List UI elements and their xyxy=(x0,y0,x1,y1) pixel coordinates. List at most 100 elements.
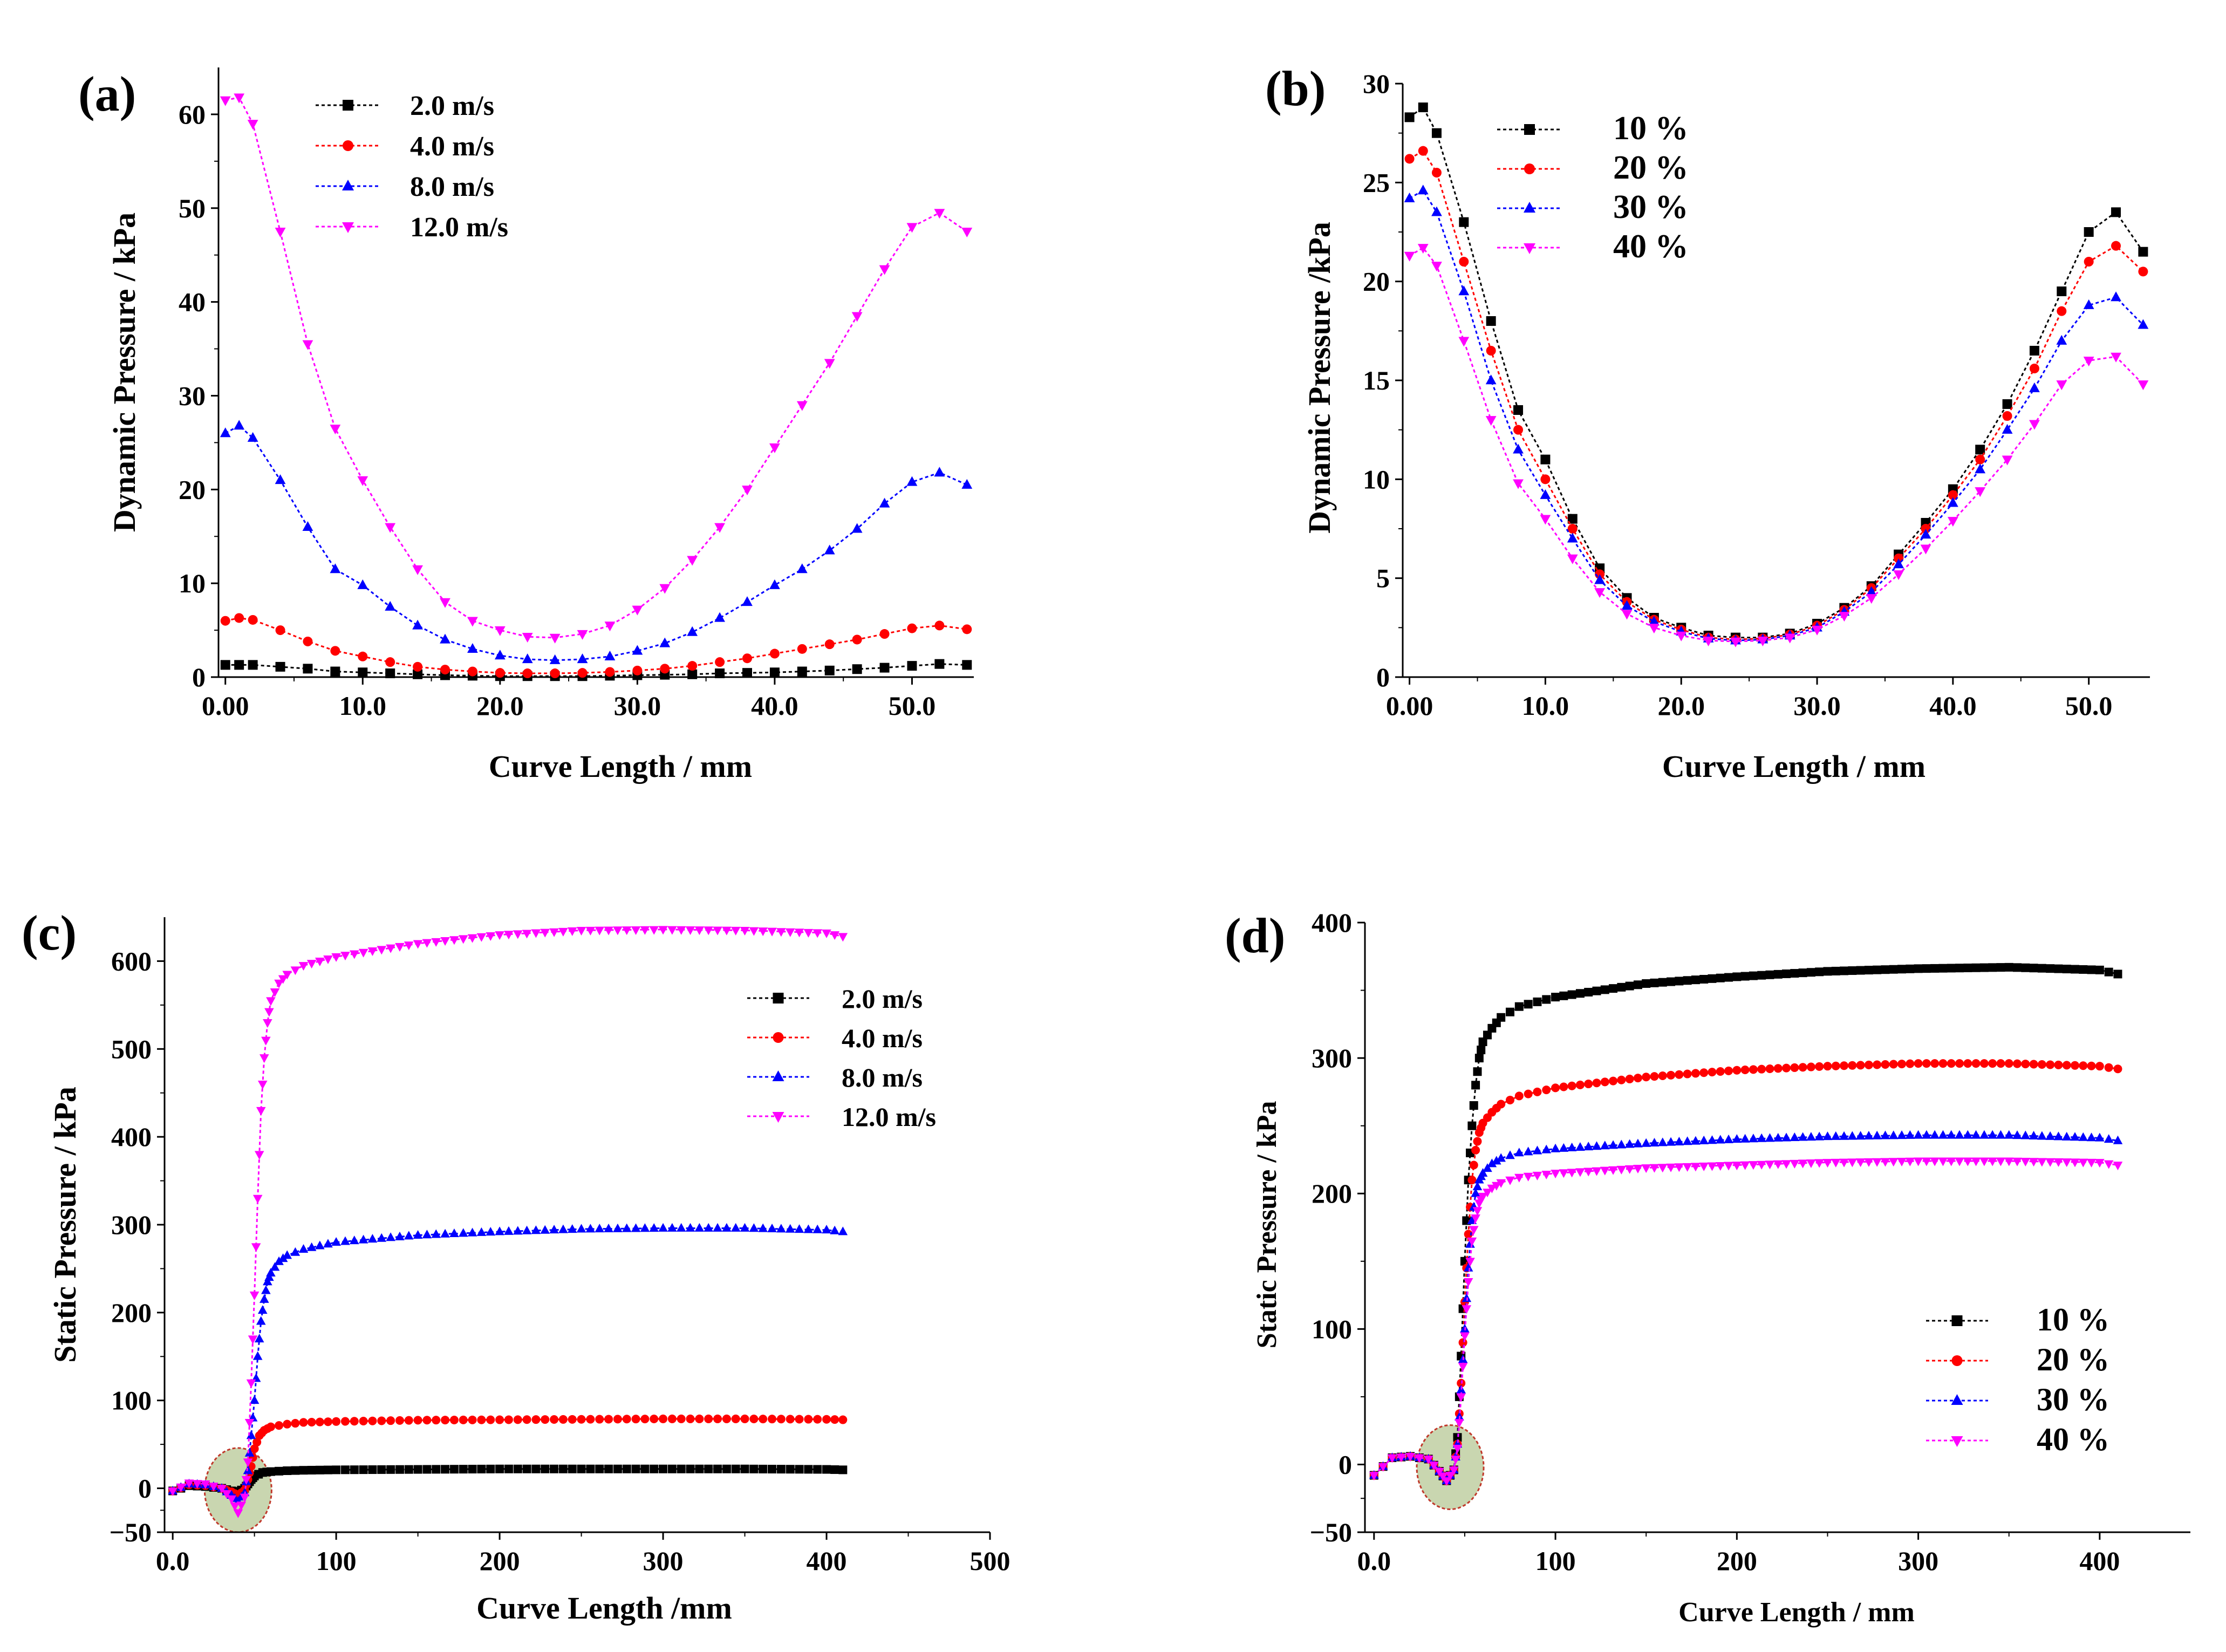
data-point xyxy=(2062,1061,2071,1070)
data-point xyxy=(340,952,350,961)
data-point xyxy=(2070,1158,2080,1168)
data-point xyxy=(486,932,496,941)
data-point xyxy=(704,1464,713,1473)
data-point xyxy=(962,624,972,634)
data-point xyxy=(2071,1061,2080,1070)
data-point xyxy=(613,1464,622,1473)
x-tick-label: 40.0 xyxy=(1929,691,1977,721)
data-point xyxy=(1418,103,1428,112)
data-point xyxy=(377,1416,386,1425)
data-point xyxy=(730,926,741,936)
data-point xyxy=(1650,978,1659,987)
data-point xyxy=(1621,600,1633,610)
data-point xyxy=(1404,112,1415,122)
data-point xyxy=(1473,1137,1482,1146)
data-point xyxy=(2029,420,2040,430)
data-point xyxy=(476,1227,487,1236)
data-point xyxy=(577,668,588,678)
data-point xyxy=(1806,968,1815,977)
data-point xyxy=(640,1223,650,1232)
data-point xyxy=(1505,1150,1515,1159)
data-point xyxy=(467,666,477,677)
data-point xyxy=(2029,964,2038,973)
data-point xyxy=(1650,1072,1659,1081)
legend-marker xyxy=(1524,163,1535,174)
series-10 xyxy=(1404,103,2148,643)
data-point xyxy=(247,432,258,442)
data-point xyxy=(256,1107,266,1116)
x-tick-label: 0.00 xyxy=(1386,691,1433,721)
data-point xyxy=(758,1223,768,1232)
data-point xyxy=(667,926,677,935)
data-point xyxy=(595,1224,605,1233)
data-point xyxy=(495,1226,504,1235)
data-point xyxy=(704,1414,713,1423)
data-point xyxy=(824,544,835,555)
data-point xyxy=(822,1225,831,1234)
data-point xyxy=(1765,970,1774,979)
data-point xyxy=(1988,963,1997,972)
data-point xyxy=(1683,1069,1692,1078)
data-point xyxy=(184,1479,194,1489)
data-point xyxy=(1456,1393,1466,1402)
data-point xyxy=(731,1414,740,1423)
data-point xyxy=(1749,971,1758,980)
data-point xyxy=(749,1464,759,1473)
data-point xyxy=(1812,625,1822,636)
data-point xyxy=(879,629,890,639)
data-point xyxy=(622,926,632,936)
data-point xyxy=(2104,1063,2113,1072)
x-tick-label: 30.0 xyxy=(1793,691,1841,721)
data-point xyxy=(1856,966,1865,975)
data-point xyxy=(377,1233,387,1242)
data-point xyxy=(1567,1081,1576,1090)
data-point xyxy=(838,933,848,942)
data-point xyxy=(1955,1157,1964,1166)
data-point xyxy=(248,1335,258,1344)
data-point xyxy=(1749,1134,1758,1143)
y-axis-label: Dynamic Pressure /kPa xyxy=(1302,222,1337,534)
data-point xyxy=(687,669,698,679)
data-point xyxy=(1485,374,1497,385)
data-point xyxy=(1682,1163,1692,1172)
data-point xyxy=(2012,1157,2022,1166)
data-point xyxy=(2095,1159,2105,1168)
data-point xyxy=(650,1415,659,1424)
data-point xyxy=(1920,544,1931,555)
data-point xyxy=(1781,1160,1791,1169)
data-point xyxy=(404,1231,414,1240)
data-point xyxy=(522,668,532,679)
data-point xyxy=(1624,1139,1635,1148)
data-point xyxy=(1947,517,1958,527)
data-point xyxy=(1798,1159,1808,1169)
data-point xyxy=(1831,966,1840,975)
data-point xyxy=(549,654,561,664)
data-point xyxy=(1806,1132,1816,1141)
data-point xyxy=(1822,1131,1833,1141)
legend-label: 8.0 m/s xyxy=(410,172,494,202)
data-point xyxy=(1624,1165,1635,1174)
data-point xyxy=(302,521,313,531)
legend-marker xyxy=(1524,124,1535,135)
data-point xyxy=(386,944,395,953)
data-point xyxy=(803,929,814,938)
data-point xyxy=(1996,1130,2006,1139)
data-point xyxy=(2095,1062,2104,1071)
data-point xyxy=(879,497,890,508)
data-point xyxy=(934,620,945,631)
data-point xyxy=(250,1444,259,1453)
legend-marker xyxy=(1951,1394,1963,1405)
data-point xyxy=(731,1464,740,1473)
data-point xyxy=(2138,380,2149,391)
data-point xyxy=(467,934,477,943)
data-point xyxy=(650,1464,659,1473)
data-point xyxy=(441,1416,450,1425)
data-point xyxy=(358,948,368,958)
data-point xyxy=(1469,1161,1478,1170)
data-point xyxy=(263,1276,272,1286)
data-point xyxy=(522,653,533,664)
data-point xyxy=(2086,1158,2097,1168)
data-point xyxy=(1905,1130,1915,1139)
data-point xyxy=(1913,1157,1923,1166)
data-point xyxy=(2013,963,2022,972)
